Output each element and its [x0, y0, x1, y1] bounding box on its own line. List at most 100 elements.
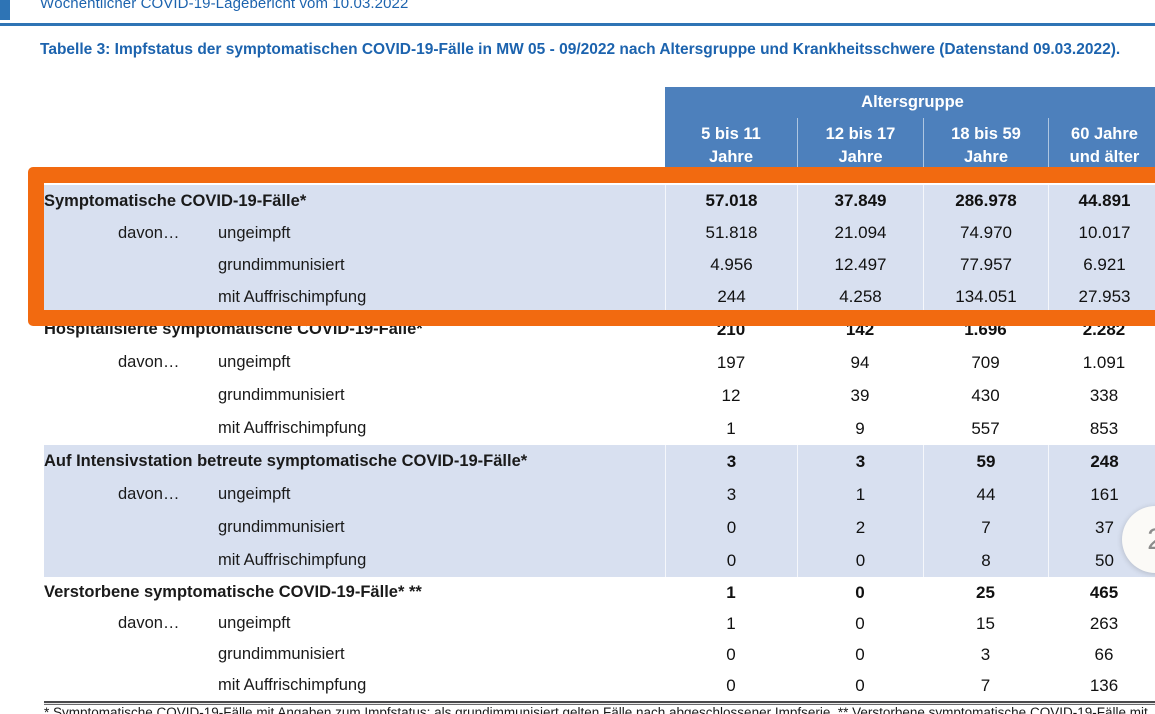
table-bottom-border [44, 701, 1155, 706]
header-divider-rule [0, 23, 1155, 26]
cell-value: 7 [980, 675, 991, 695]
column-header-5-11: 5 bis 11 Jahre [665, 118, 797, 183]
cell-value: 1 [726, 582, 736, 602]
table-header: Altersgruppe 5 bis 11 Jahre 12 bis 17 Ja… [665, 87, 1155, 183]
row-label: grundimmunisiert [44, 645, 665, 664]
table-row: davon… ungeimpft 51.818 21.094 74.970 10.… [44, 217, 1155, 249]
cell-value: 74.970 [923, 217, 1048, 249]
cell-value: 9 [855, 418, 865, 438]
sub-label: grundimmunisiert [218, 255, 345, 274]
cell-value: 134.051 [923, 281, 1048, 313]
table-row: grundimmunisiert 0 2 7 37 [44, 511, 1155, 544]
cell-value: 1 [797, 478, 923, 511]
cell-value: 51.818 [665, 217, 797, 249]
cell-value: 286.978 [923, 185, 1048, 217]
sub-label: grundimmunisiert [218, 518, 345, 536]
cell-value: 465 [1089, 582, 1119, 602]
cell-value: 44 [923, 478, 1048, 511]
row-label: davon… ungeimpft [44, 224, 665, 243]
cell-value: 27.953 [1048, 281, 1155, 313]
column-headers: 5 bis 11 Jahre 12 bis 17 Jahre 18 bis 59… [665, 118, 1155, 183]
table-row: grundimmunisiert 4.956 12.497 77.957 6.9… [44, 249, 1155, 281]
cell-value: 0 [855, 644, 865, 664]
davon-label: davon… [118, 223, 180, 242]
sub-label: mit Auffrischimpfung [218, 419, 367, 437]
cell-value: 10.017 [1048, 217, 1155, 249]
cell-value: 1 [726, 613, 736, 633]
cell-value: 39 [850, 385, 870, 405]
cell-value: 3 [665, 445, 797, 478]
row-label: davon… ungeimpft [44, 485, 665, 504]
row-label: grundimmunisiert [44, 386, 665, 405]
section-label: Verstorbene symptomatische COVID-19-Fäll… [44, 583, 422, 601]
cell-value: 3 [797, 445, 923, 478]
column-header-line2: Jahre [838, 148, 883, 166]
section-label: Hospitalisierte symptomatische COVID-19-… [44, 320, 423, 338]
column-header-60-plus: 60 Jahre und älter [1048, 118, 1155, 183]
row-label: mit Auffrischimpfung [44, 676, 665, 695]
table-row: grundimmunisiert 0 0 3 66 [44, 639, 1155, 670]
cell-value: 853 [1089, 418, 1119, 438]
cell-value: 77.957 [923, 249, 1048, 281]
davon-label: davon… [118, 353, 180, 371]
page-number-label: 2 [1147, 523, 1155, 557]
age-group-header: Altersgruppe [861, 93, 964, 111]
column-header-line1: 5 bis 11 [701, 125, 761, 143]
cell-value: 66 [1094, 644, 1114, 664]
sub-label: grundimmunisiert [218, 386, 345, 404]
davon-label: davon… [118, 614, 180, 632]
table-title: Tabelle 3: Impfstatus der symptomatische… [40, 41, 1121, 58]
cell-value: 25 [976, 582, 995, 602]
report-header-text: Wöchentlicher COVID-19-Lagebericht vom 1… [40, 0, 409, 12]
cell-value: 0 [665, 511, 797, 544]
column-header-line2: Jahre [708, 148, 754, 166]
row-label: davon… ungeimpft [44, 353, 665, 372]
table-row: davon… ungeimpft 3 1 44 161 [44, 478, 1155, 511]
column-header-line1: 12 bis 17 [825, 125, 896, 143]
table-row: Verstorbene symptomatische COVID-19-Fäll… [44, 577, 1155, 608]
table-body: Symptomatische COVID-19-Fälle* 57.018 37… [44, 185, 1155, 701]
cell-value: 94 [850, 352, 870, 372]
cell-value: 7 [923, 511, 1048, 544]
cell-value: 244 [665, 281, 797, 313]
cell-value: 50 [1048, 544, 1155, 577]
table-row: davon… ungeimpft 197 94 709 1.091 [44, 346, 1155, 379]
cell-value: 8 [923, 544, 1048, 577]
sub-label: ungeimpft [218, 223, 291, 242]
cell-value: 1.696 [964, 319, 1007, 339]
table-row: mit Auffrischimpfung 1 9 557 853 [44, 412, 1155, 445]
cell-value: 3 [665, 478, 797, 511]
cell-value: 57.018 [665, 185, 797, 217]
table-row: grundimmunisiert 12 39 430 338 [44, 379, 1155, 412]
cell-value: 0 [726, 675, 736, 695]
row-label: grundimmunisiert [44, 518, 665, 537]
cell-value: 12 [721, 385, 741, 405]
cell-value: 161 [1048, 478, 1155, 511]
column-header-line1: 18 bis 59 [951, 125, 1021, 143]
section-intensivstation: Auf Intensivstation betreute symptomatis… [44, 445, 1155, 577]
cell-value: 6.921 [1048, 249, 1155, 281]
cell-value: 15 [976, 613, 995, 633]
cell-value: 0 [855, 675, 865, 695]
cell-value: 248 [1048, 445, 1155, 478]
davon-label: davon… [118, 485, 180, 503]
table-row: Auf Intensivstation betreute symptomatis… [44, 445, 1155, 478]
column-header-18-59: 18 bis 59 Jahre [923, 118, 1048, 183]
column-header-12-17: 12 bis 17 Jahre [797, 118, 923, 183]
sub-label: ungeimpft [218, 485, 291, 503]
sub-label: ungeimpft [218, 353, 291, 371]
cell-value: 0 [797, 544, 923, 577]
row-label: davon… ungeimpft [44, 614, 665, 633]
cell-value: 210 [716, 319, 746, 339]
cell-value: 0 [855, 582, 865, 602]
table-row: mit Auffrischimpfung 0 0 7 136 [44, 670, 1155, 701]
cell-value: 4.258 [797, 281, 923, 313]
table-row: davon… ungeimpft 1 0 15 263 [44, 608, 1155, 639]
sub-label: mit Auffrischimpfung [218, 287, 367, 306]
table-row: mit Auffrischimpfung 0 0 8 50 [44, 544, 1155, 577]
sub-label: grundimmunisiert [218, 645, 345, 663]
cell-value: 1 [726, 418, 736, 438]
cell-value: 37 [1048, 511, 1155, 544]
cell-value: 21.094 [797, 217, 923, 249]
